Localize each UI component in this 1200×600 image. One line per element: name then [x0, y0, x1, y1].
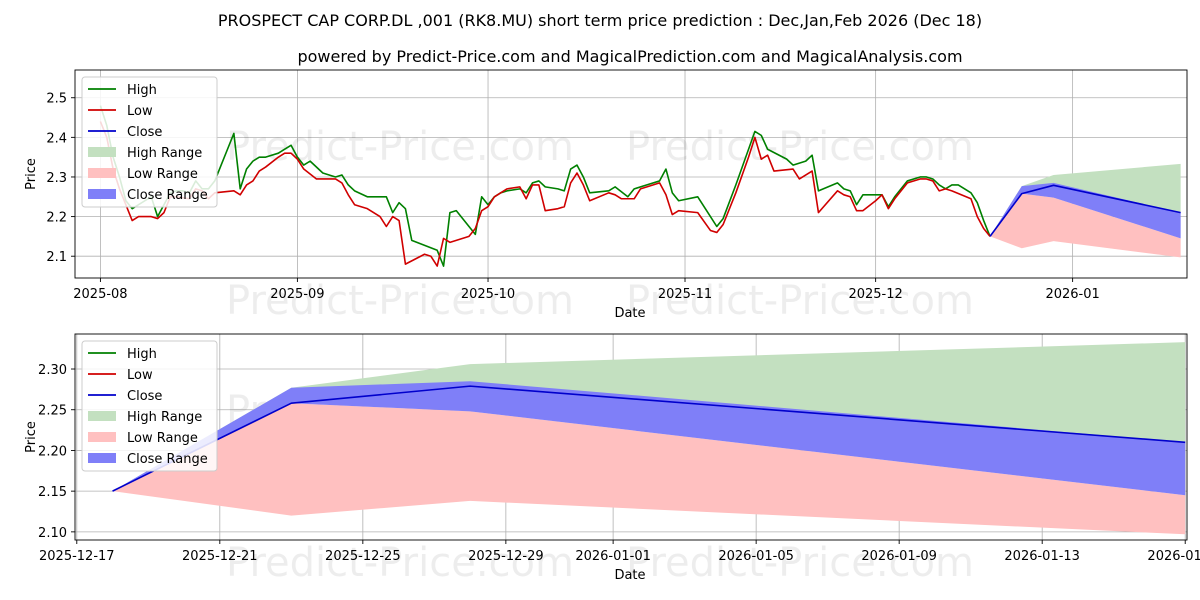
- plot-area: [75, 70, 1187, 278]
- y-tick-label: 2.1: [46, 250, 67, 265]
- legend-label: High Range: [127, 146, 202, 161]
- low-series-line: [99, 121, 991, 267]
- x-axis-label: Date: [614, 568, 645, 583]
- x-tick-label: 2025-10: [461, 287, 515, 302]
- axes-frame: [74, 333, 1188, 541]
- watermark-text: Predict-Price.com: [226, 124, 574, 170]
- legend-label: Low: [127, 104, 153, 119]
- prediction-zoom-panel: Predict-Price.comPredict-Price.comPredic…: [24, 333, 1200, 586]
- y-tick-label: 2.3: [46, 171, 67, 186]
- close-series-line: [989, 184, 1181, 237]
- watermark-text: Predict-Price.com: [626, 278, 974, 324]
- x-tick-label: 2025-12: [848, 287, 902, 302]
- low-range-area: [112, 403, 1186, 535]
- legend-label: Low: [127, 368, 153, 383]
- x-tick-label: 2026-01-13: [1004, 549, 1080, 564]
- watermark-text: Predict-Price.com: [226, 278, 574, 324]
- legend-label: High Range: [127, 410, 202, 425]
- price-history-panel: Predict-Price.com Predict-Price.com Predic…: [24, 69, 1188, 324]
- x-tick-label: 2026-01-01: [575, 549, 651, 564]
- x-tick-label: 2026-01-05: [718, 549, 794, 564]
- legend-swatch-high-range: [88, 411, 116, 421]
- y-tick-label: 2.5: [46, 92, 67, 107]
- legend-label: High: [127, 347, 157, 362]
- legend-label: Close Range: [127, 452, 208, 467]
- y-tick-label: 2.30: [38, 363, 67, 378]
- y-tick-label: 2.25: [38, 404, 67, 419]
- legend-swatch-high-range: [88, 147, 116, 157]
- legend-swatch-low-range: [88, 432, 116, 442]
- chart-title: PROSPECT CAP CORP.DL ,001 (RK8.MU) short…: [218, 11, 982, 30]
- y-tick-label: 2.4: [46, 131, 67, 146]
- high-range-area: [990, 163, 1181, 237]
- y-tick-label: 2.2: [46, 211, 67, 226]
- legend-swatch-close-range: [88, 453, 116, 463]
- x-tick-label: 2026-01-17: [1147, 549, 1200, 564]
- x-tick-label: 2026-01: [1045, 287, 1099, 302]
- high-range-area: [112, 342, 1186, 492]
- legend-label: High: [127, 83, 157, 98]
- y-tick-label: 2.20: [38, 444, 67, 459]
- x-tick-label: 2025-08: [73, 287, 127, 302]
- legend-label: Close Range: [127, 188, 208, 203]
- x-tick-label: 2025-12-17: [39, 549, 115, 564]
- watermark-text: Predict-Price.com: [226, 540, 574, 586]
- x-tick-label: 2025-12-29: [468, 549, 544, 564]
- legend-swatch-low-range: [88, 168, 116, 178]
- y-tick-label: 2.15: [38, 485, 67, 500]
- legend-swatch-close-range: [88, 189, 116, 199]
- y-axis-label: Price: [24, 158, 39, 190]
- axes-frame: [74, 69, 1188, 279]
- y-axis-label: Price: [24, 421, 39, 453]
- watermark-text: Predict-Price.com: [626, 540, 974, 586]
- legend-label: Close: [127, 125, 162, 140]
- low-range-area: [990, 193, 1181, 258]
- x-tick-label: 2025-09: [270, 287, 324, 302]
- x-tick-label: 2026-01-09: [861, 549, 937, 564]
- close-range-area: [990, 182, 1181, 239]
- legend-label: Close: [127, 389, 162, 404]
- x-tick-label: 2025-12-21: [182, 549, 258, 564]
- y-tick-label: 2.10: [38, 526, 67, 541]
- x-axis-label: Date: [614, 306, 645, 321]
- legend-label: Low Range: [127, 431, 198, 446]
- close-range-area: [112, 381, 1186, 496]
- legend-label: Low Range: [127, 167, 198, 182]
- x-tick-label: 2025-12-25: [325, 549, 401, 564]
- x-tick-label: 2025-11: [658, 287, 712, 302]
- chart-subtitle: powered by Predict-Price.com and Magical…: [297, 47, 962, 66]
